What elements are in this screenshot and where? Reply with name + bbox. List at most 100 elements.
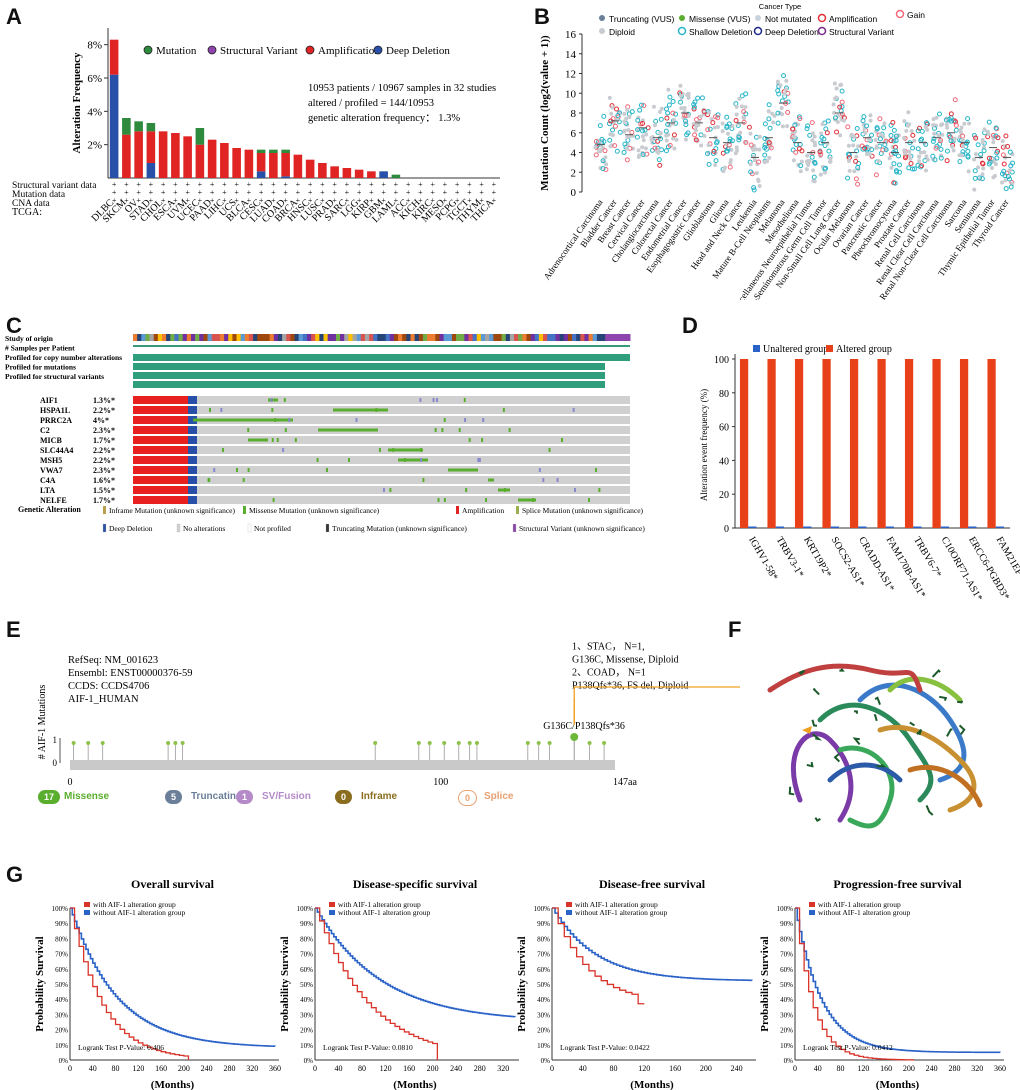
point-b-15 xyxy=(810,131,815,136)
xtick-label-g: 120 xyxy=(380,1064,392,1073)
point-b-6 xyxy=(679,106,684,111)
data-mark-2: + xyxy=(357,196,362,205)
study-stripe xyxy=(530,334,536,341)
axis-label-100: 100 xyxy=(433,777,448,788)
ytick-label-g: 40% xyxy=(300,996,313,1004)
gene-pct-SLC44A4: 2.2%* xyxy=(93,446,115,455)
point-b-1 xyxy=(610,105,615,110)
point-b-29 xyxy=(1001,168,1007,174)
legend-swatch-without-3 xyxy=(809,910,815,915)
legend-swatch-c2-0 xyxy=(102,523,107,533)
ytick-label-b: 4 xyxy=(571,148,577,160)
badge-count-inframe[interactable]: 0 xyxy=(335,790,353,804)
point-b-18 xyxy=(851,143,856,148)
point-b-19 xyxy=(868,118,873,123)
side-chain-2 xyxy=(798,669,806,676)
point-b-15 xyxy=(811,168,816,173)
legend-dot-a-3 xyxy=(373,45,383,55)
study-stripe xyxy=(340,334,345,341)
point-b-13 xyxy=(785,124,790,129)
badge-count-truncating[interactable]: 5 xyxy=(165,790,183,804)
study-stripe xyxy=(443,334,449,341)
badge-count-splice[interactable]: 0 xyxy=(458,790,478,806)
badge-count-sv-fusion[interactable]: 1 xyxy=(236,790,254,804)
point-b-12 xyxy=(767,155,772,160)
survival-title-0: Overall survival xyxy=(131,877,215,891)
point-b-24 xyxy=(931,123,936,128)
gene-tick-C2 xyxy=(508,428,511,432)
ylabel-b: Mutation Count (log2(value + 1)) xyxy=(539,35,551,191)
point-b-16 xyxy=(818,172,823,177)
study-stripe xyxy=(149,334,155,341)
study-stripe xyxy=(406,334,411,341)
study-stripe xyxy=(451,334,457,341)
data-mark-0: + xyxy=(492,180,497,189)
data-mark-1: + xyxy=(492,188,497,197)
panel-f-protein-structure xyxy=(767,663,983,829)
gene-name-NELFE: NELFE xyxy=(40,496,67,505)
data-mark-0: + xyxy=(296,180,301,189)
point-b-2 xyxy=(627,114,632,119)
axis-label-end: 147aa xyxy=(613,777,637,788)
ylabel-d: Alteration event frequency (%) xyxy=(699,389,709,501)
study-stripe xyxy=(393,334,399,341)
point-b-24 xyxy=(930,138,936,144)
data-mark-0: + xyxy=(357,180,362,189)
point-b-20 xyxy=(873,172,879,178)
lollipop-head-8 xyxy=(427,741,432,745)
ytick-label-b: 8 xyxy=(571,108,577,120)
samples-row xyxy=(133,345,630,347)
gene-del-C2 xyxy=(188,426,197,434)
bar-d-unaltered-4 xyxy=(858,526,867,528)
data-mark-0: + xyxy=(369,180,374,189)
badge-count-missense[interactable]: 17 xyxy=(38,790,61,804)
gene-amp-SLC44A4 xyxy=(133,446,188,454)
side-chain-7 xyxy=(874,696,881,705)
study-stripe xyxy=(427,334,432,341)
point-b-5 xyxy=(666,87,671,92)
bar-d-altered-5 xyxy=(877,359,886,528)
legend-swatch-without-0 xyxy=(84,910,90,915)
xlabel-g-1: (Months) xyxy=(393,1079,437,1090)
legend-dot-a-1 xyxy=(207,45,217,55)
data-mark-2: + xyxy=(210,196,215,205)
point-b-0 xyxy=(593,139,599,145)
study-stripe xyxy=(373,334,378,341)
xtick-label-g: 40 xyxy=(579,1064,587,1073)
point-b-11 xyxy=(757,134,762,139)
gene-mut-NELFE xyxy=(518,498,536,502)
legend-label-c2-0: Deep Deletion xyxy=(109,524,153,533)
data-mark-2: + xyxy=(455,196,460,205)
row-label-0: Structural variant data xyxy=(12,181,97,191)
legend-swatch-c2-1 xyxy=(176,523,181,533)
point-b-25 xyxy=(944,148,950,154)
ytick-label-g: 90% xyxy=(55,920,68,928)
xtick-label-g: 280 xyxy=(948,1064,960,1073)
bar-d-altered-0 xyxy=(739,359,749,528)
gene-tick-PRRC2A xyxy=(443,418,446,422)
point-b-10 xyxy=(735,148,740,153)
point-b-9 xyxy=(724,148,730,154)
point-b-13 xyxy=(784,87,789,92)
gene-mut-HSPA1L xyxy=(333,408,388,412)
point-b-4 xyxy=(657,162,663,168)
point-b-14 xyxy=(798,169,803,174)
point-b-26 xyxy=(962,121,967,126)
side-chain-11 xyxy=(806,761,814,768)
gene-name-HSPA1L: HSPA1L xyxy=(40,406,70,415)
panel-a-chart: 2%4%6%8%Alteration FrequencyDLBC+++SKCM+… xyxy=(12,28,500,226)
point-b-28 xyxy=(994,155,1000,161)
xtick-label-g: 80 xyxy=(112,1064,120,1073)
study-stripe xyxy=(190,334,196,341)
gene-tick-HSPA1L xyxy=(572,408,575,412)
gene-tick-AIF1 xyxy=(270,398,273,402)
data-mark-0: + xyxy=(418,180,423,189)
gene-name-MSH5: MSH5 xyxy=(40,456,62,465)
point-b-15 xyxy=(811,174,817,180)
ytick-label-g: 60% xyxy=(55,966,68,974)
bar-a-COAD-amplification xyxy=(281,153,290,177)
gene-tick-HSPA1L xyxy=(502,408,505,412)
point-b-29 xyxy=(1000,180,1005,185)
ytick-label-g: 100% xyxy=(534,905,551,913)
point-b-18 xyxy=(852,169,857,174)
